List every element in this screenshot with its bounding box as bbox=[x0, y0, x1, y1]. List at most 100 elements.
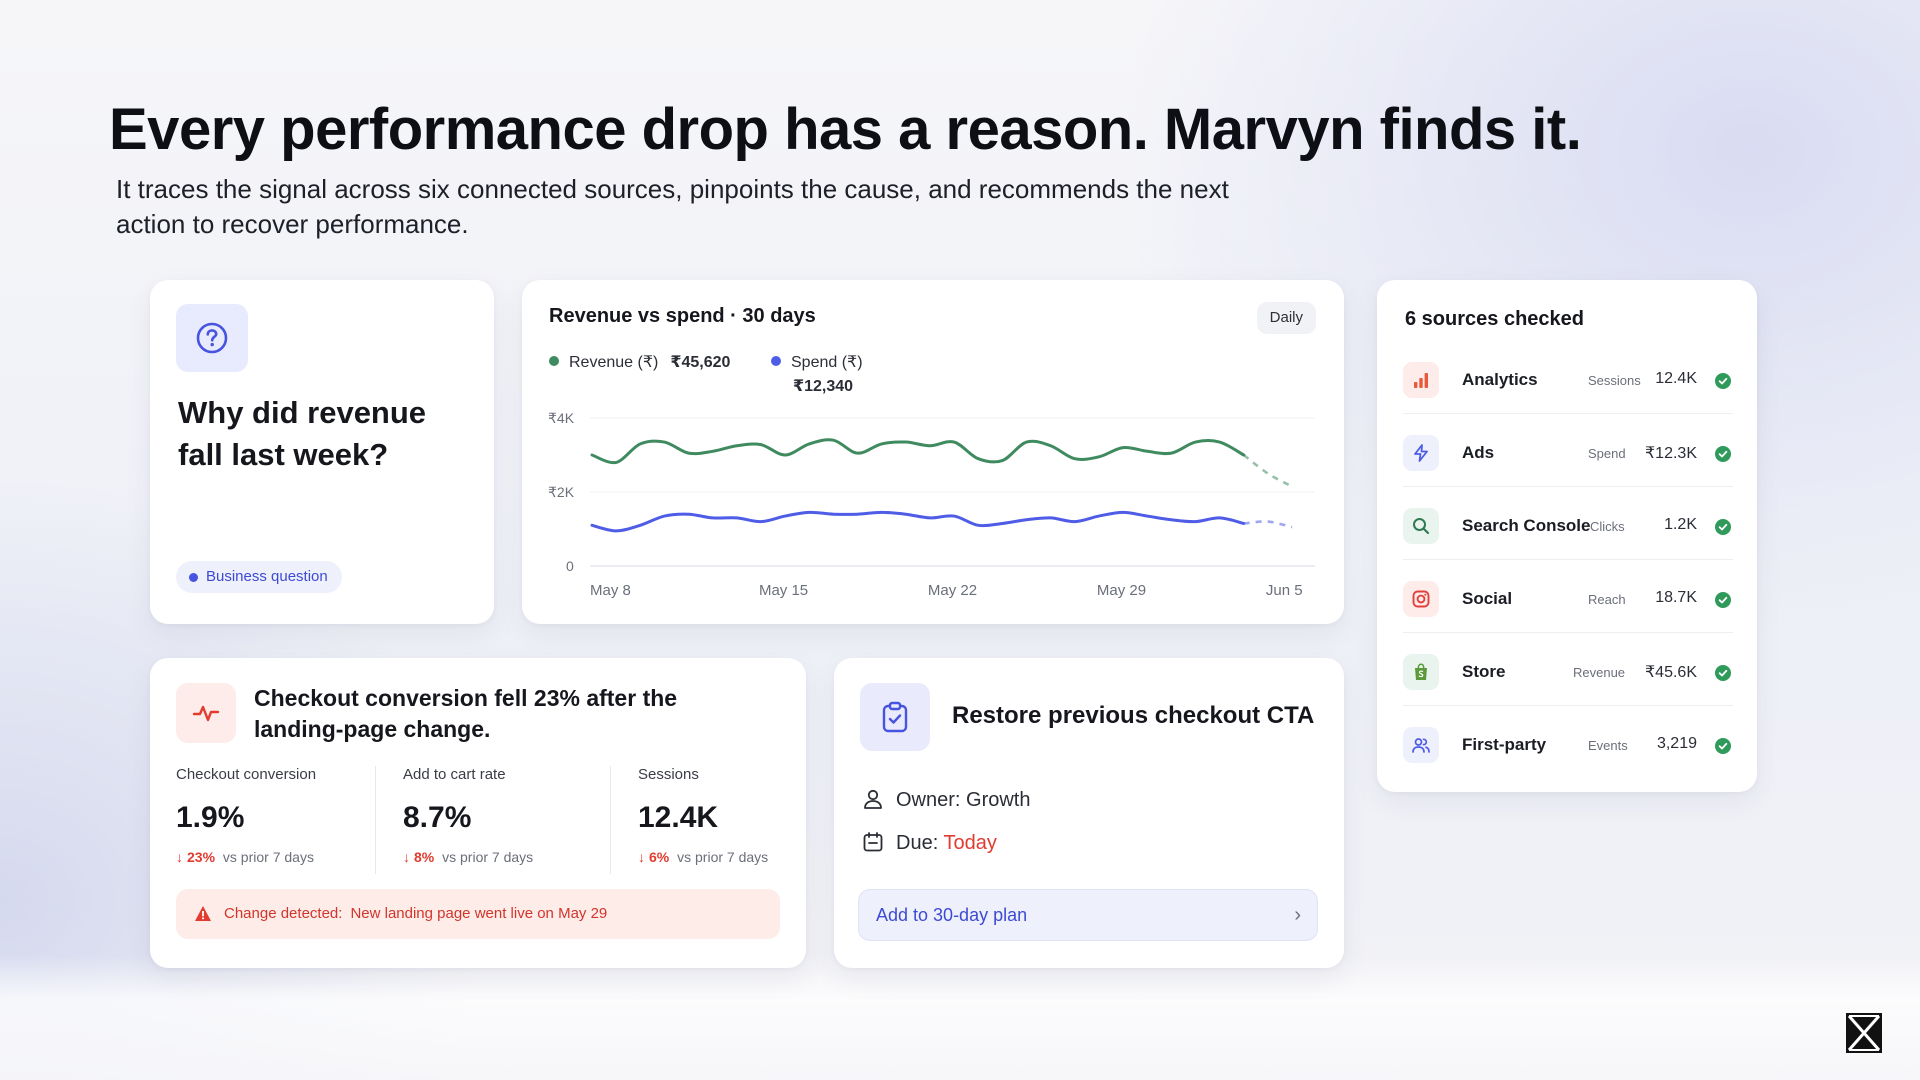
legend-item-revenue: Revenue (₹) ₹45,620 bbox=[549, 352, 730, 372]
source-metric-value: 1.2K bbox=[1664, 516, 1697, 533]
source-metric-value: 3,219 bbox=[1656, 735, 1697, 752]
check-circle-icon bbox=[1715, 592, 1731, 608]
add-to-plan-button[interactable]: Add to 30-day plan › bbox=[858, 889, 1318, 941]
owner-text: Owner: Growth bbox=[896, 789, 1031, 811]
delta-percent: 6% bbox=[649, 849, 670, 865]
revenue-spend-chart-card: Revenue vs spend · 30 days Daily Revenue… bbox=[522, 280, 1344, 624]
alert-text: New landing page went live on May 29 bbox=[350, 905, 608, 922]
hero-subtitle: It traces the signal across six connecte… bbox=[116, 174, 1229, 239]
x-tick-label: May 15 bbox=[759, 582, 808, 599]
delta-percent: 23% bbox=[187, 849, 216, 865]
metric-label: Add to cart rate bbox=[403, 766, 506, 783]
background-floor bbox=[0, 955, 1920, 1080]
source-row[interactable]: Search Console Clicks 1.2K bbox=[1403, 488, 1733, 560]
y-tick-label: ₹4K bbox=[548, 410, 575, 426]
shopping-bag-icon bbox=[1403, 654, 1439, 690]
metric-value: 12.4K bbox=[638, 801, 719, 834]
source-row[interactable]: Store Revenue ₹45.6K bbox=[1403, 634, 1733, 706]
chevron-right-icon: › bbox=[1294, 904, 1301, 926]
line-chart: ₹4K ₹2K 0 May 8 May 15 May 22 May 29 Jun 5 bbox=[548, 410, 1315, 599]
source-name: Social bbox=[1462, 589, 1513, 608]
check-circle-icon bbox=[1715, 519, 1731, 535]
delta-comparison: vs prior 7 days bbox=[222, 849, 314, 865]
revenue-line bbox=[590, 438, 1246, 465]
due-value: Today bbox=[943, 832, 997, 854]
source-metric-label: Clicks bbox=[1590, 519, 1625, 534]
check-circle-icon bbox=[1715, 446, 1731, 462]
x-tick-label: May 22 bbox=[928, 582, 977, 599]
source-metric-label: Revenue bbox=[1573, 665, 1626, 680]
source-name: Search Console bbox=[1462, 516, 1591, 535]
hero-title: Every performance drop has a reason. Mar… bbox=[109, 97, 1582, 162]
metric-delta: ↓ 8% vs prior 7 days bbox=[403, 849, 607, 865]
users-icon bbox=[1403, 727, 1439, 763]
source-row[interactable]: Social Reach 18.7K bbox=[1403, 561, 1733, 633]
source-metric-value: ₹45.6K bbox=[1645, 664, 1697, 681]
metric-label: Checkout conversion bbox=[176, 766, 317, 783]
source-name: First-party bbox=[1462, 735, 1547, 754]
revenue-forecast-line bbox=[1242, 453, 1293, 488]
check-circle-icon bbox=[1715, 738, 1731, 754]
calendar-icon bbox=[863, 832, 883, 852]
question-circle-icon bbox=[176, 304, 248, 372]
alert-label: Change detected: bbox=[224, 905, 343, 922]
source-metric-label: Sessions bbox=[1588, 373, 1641, 388]
delta-comparison: vs prior 7 days bbox=[677, 849, 769, 865]
source-metric-value: 18.7K bbox=[1655, 589, 1697, 606]
insight-card: Checkout conversion fell 23% after the l… bbox=[150, 658, 806, 968]
metric-value: 8.7% bbox=[403, 801, 472, 834]
metric-value: 1.9% bbox=[176, 801, 245, 834]
period-toggle-button[interactable]: Daily bbox=[1256, 302, 1316, 334]
check-circle-icon bbox=[1715, 665, 1731, 681]
down-arrow-icon: ↓ bbox=[403, 849, 410, 865]
legend-item-spend: Spend (₹) ₹12,340 bbox=[771, 352, 863, 396]
plan-button-label: Add to 30-day plan bbox=[876, 905, 1028, 925]
delta-percent: 8% bbox=[414, 849, 435, 865]
change-detected-alert: Change detected: New landing page went li… bbox=[176, 889, 780, 939]
instagram-icon bbox=[1403, 581, 1439, 617]
y-tick-label: 0 bbox=[566, 558, 574, 574]
source-metric-value: 12.4K bbox=[1655, 370, 1697, 387]
metric-label: Sessions bbox=[638, 766, 699, 783]
user-icon bbox=[864, 789, 882, 809]
check-circle-icon bbox=[1715, 373, 1731, 389]
y-tick-label: ₹2K bbox=[548, 484, 575, 500]
clipboard-check-icon bbox=[860, 683, 930, 751]
source-metric-label: Spend bbox=[1588, 446, 1626, 461]
spend-forecast-line bbox=[1243, 520, 1293, 529]
question-card: Why did revenue fall last week? Business… bbox=[150, 280, 494, 624]
x-tick-label: Jun 5 bbox=[1266, 582, 1303, 599]
source-row[interactable]: First-party Events 3,219 bbox=[1403, 707, 1733, 779]
bar-chart-icon bbox=[1403, 362, 1439, 398]
business-question-badge: Business question bbox=[176, 561, 342, 593]
chart-title: Revenue vs spend · 30 days bbox=[549, 305, 816, 327]
legend-dot bbox=[549, 356, 559, 366]
down-arrow-icon: ↓ bbox=[638, 849, 645, 865]
spend-line bbox=[590, 510, 1246, 533]
lightning-icon bbox=[1403, 435, 1439, 471]
legend-value: ₹45,620 bbox=[670, 354, 731, 371]
source-metric-value: ₹12.3K bbox=[1645, 445, 1697, 462]
due-label: Due: bbox=[896, 832, 939, 854]
legend-label: Spend (₹) bbox=[791, 354, 863, 371]
metric-checkout-conversion: Checkout conversion 1.9% ↓ 23% vs prior 7… bbox=[176, 766, 366, 874]
search-icon bbox=[1403, 508, 1439, 544]
metric-add-to-cart: Add to cart rate 8.7% ↓ 8% vs prior 7 day… bbox=[375, 766, 607, 874]
question-title: Why did revenue fall last week? bbox=[178, 395, 427, 472]
sources-title: 6 sources checked bbox=[1405, 308, 1584, 330]
legend-label: Revenue (₹) bbox=[569, 354, 659, 371]
down-arrow-icon: ↓ bbox=[176, 849, 183, 865]
legend-value: ₹12,340 bbox=[793, 378, 854, 395]
source-metric-label: Reach bbox=[1588, 592, 1626, 607]
warning-icon bbox=[195, 906, 211, 921]
source-name: Analytics bbox=[1462, 370, 1538, 389]
metric-delta: ↓ 6% vs prior 7 days bbox=[638, 849, 790, 865]
metric-sessions: Sessions 12.4K ↓ 6% vs prior 7 days bbox=[610, 766, 790, 874]
sources-card: 6 sources checked Analytics Sessions 12.… bbox=[1377, 280, 1757, 792]
owner-line: Owner: Growth bbox=[862, 788, 1030, 812]
source-row[interactable]: Analytics Sessions 12.4K bbox=[1403, 342, 1733, 414]
source-row[interactable]: Ads Spend ₹12.3K bbox=[1403, 415, 1733, 487]
activity-pulse-icon bbox=[176, 683, 236, 743]
legend-dot bbox=[771, 356, 781, 366]
source-name: Store bbox=[1462, 662, 1506, 681]
